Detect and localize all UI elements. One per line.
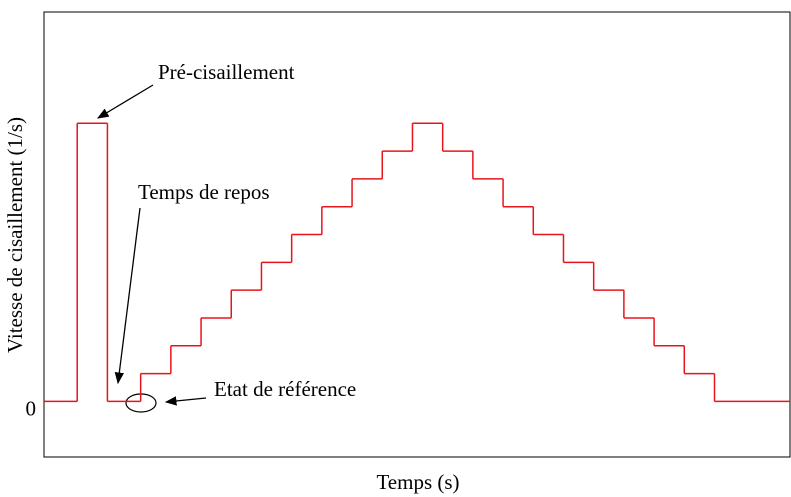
annotation-arrow — [96, 84, 154, 119]
x-axis-label: Temps (s) — [376, 470, 459, 494]
annotation-arrow — [114, 207, 141, 385]
annotation: Pré-cisaillement — [158, 60, 295, 84]
plot-frame — [43, 11, 791, 458]
annotation: Temps de repos — [138, 180, 270, 204]
annotation-arrow — [164, 396, 207, 406]
y-axis-label: Vitesse de cisaillement (1/s) — [3, 117, 27, 353]
annotation: Etat de référence — [214, 377, 356, 401]
y-tick-label: 0 — [26, 396, 37, 420]
